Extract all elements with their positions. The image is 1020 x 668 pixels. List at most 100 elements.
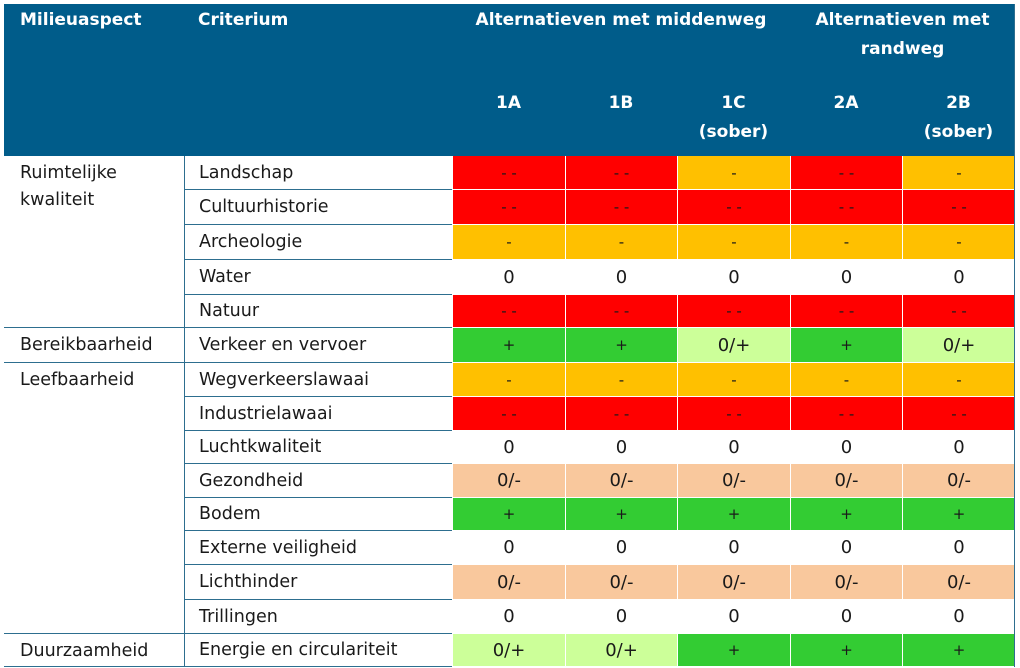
header-milieuaspect-label: Milieuaspect bbox=[20, 10, 142, 30]
score-cell: 0/- bbox=[790, 464, 902, 498]
score-cell: + bbox=[902, 634, 1015, 667]
score-value: 0 bbox=[615, 436, 628, 458]
criterium-cell: Luchtkwaliteit bbox=[184, 431, 452, 464]
criterium-label: Water bbox=[199, 267, 251, 287]
table-header-band bbox=[4, 4, 1015, 156]
score-value: 0 bbox=[728, 537, 740, 558]
score-value: - bbox=[843, 233, 850, 251]
criterium-label: Externe veiligheid bbox=[199, 537, 357, 558]
score-value: - bbox=[956, 233, 962, 251]
criterium-cell: Cultuurhistorie bbox=[184, 190, 452, 225]
score-cell: 0 bbox=[902, 531, 1015, 565]
score-cell: - bbox=[677, 363, 790, 397]
score-value: - - bbox=[838, 163, 855, 182]
criterium-label: Bodem bbox=[199, 504, 261, 524]
score-cell: - - bbox=[452, 156, 565, 190]
criterium-cell: Trillingen bbox=[184, 600, 452, 634]
header-milieuaspect: Milieuaspect bbox=[4, 6, 184, 36]
criterium-label: Lichthinder bbox=[199, 572, 298, 592]
score-cell: - - bbox=[902, 295, 1015, 328]
score-cell: - - bbox=[565, 156, 677, 190]
aspect-cell: Ruimtelijke kwaliteit bbox=[4, 156, 184, 328]
score-value: 0/- bbox=[834, 470, 859, 491]
score-value: - bbox=[731, 233, 737, 251]
alternative-code: 1B bbox=[608, 93, 634, 113]
score-value: 0/- bbox=[609, 571, 634, 593]
score-value: 0/- bbox=[496, 571, 521, 593]
score-value: 0 bbox=[953, 606, 965, 627]
score-cell: 0 bbox=[790, 260, 902, 295]
score-cell: 0/- bbox=[790, 565, 902, 600]
score-value: - bbox=[506, 370, 512, 389]
score-value: + bbox=[727, 505, 741, 523]
aspect-label: Ruimtelijke bbox=[20, 163, 117, 183]
score-cell: 0 bbox=[452, 260, 565, 295]
alternative-code: 2A bbox=[833, 93, 859, 113]
score-cell: - bbox=[677, 156, 790, 190]
score-cell: 0/+ bbox=[902, 328, 1015, 363]
header-alternative-1b: 1B bbox=[565, 89, 677, 153]
score-cell: 0 bbox=[452, 600, 565, 634]
criterium-label: Natuur bbox=[199, 301, 260, 321]
score-value: - bbox=[618, 233, 625, 251]
score-cell: - - bbox=[452, 295, 565, 328]
score-cell: 0 bbox=[902, 431, 1015, 464]
header-group-middenweg: Alternatieven met middenweg bbox=[452, 6, 790, 36]
score-value: + bbox=[840, 336, 853, 354]
score-cell: + bbox=[452, 498, 565, 531]
score-cell: 0 bbox=[565, 260, 677, 295]
score-cell: - bbox=[790, 363, 902, 397]
header-alternative-2b: 2B (sober) bbox=[902, 89, 1015, 153]
alternative-subtitle: (sober) bbox=[698, 122, 769, 142]
score-value: 0 bbox=[503, 266, 515, 288]
score-value: + bbox=[952, 505, 966, 523]
aspect-label: Duurzaamheid bbox=[20, 641, 149, 661]
score-cell: - - bbox=[677, 190, 790, 225]
score-cell: - - bbox=[452, 397, 565, 431]
criterium-cell: Verkeer en vervoer bbox=[184, 328, 452, 363]
criterium-cell: Landschap bbox=[184, 156, 452, 190]
score-cell: - bbox=[677, 225, 790, 260]
score-value: - bbox=[731, 370, 737, 389]
score-cell: - - bbox=[790, 190, 902, 225]
criterium-label: Landschap bbox=[199, 162, 294, 183]
aspect-label: kwaliteit bbox=[20, 190, 95, 210]
aspect-cell: Leefbaarheid bbox=[4, 363, 184, 634]
header-criterium: Criterium bbox=[184, 6, 452, 36]
score-cell: 0/- bbox=[902, 565, 1015, 600]
header-group-randweg: Alternatieven met randweg bbox=[790, 6, 1015, 66]
aspect-cell: Duurzaamheid bbox=[4, 634, 184, 667]
score-value: 0 bbox=[953, 436, 965, 458]
score-value: - - bbox=[838, 302, 855, 320]
score-value: 0/+ bbox=[605, 639, 638, 661]
score-value: 0 bbox=[728, 436, 740, 458]
aspect-label: Leefbaarheid bbox=[20, 370, 135, 390]
alternative-code: 1C bbox=[721, 93, 746, 113]
score-value: - bbox=[956, 163, 962, 182]
score-value: 0 bbox=[615, 266, 628, 288]
score-value: + bbox=[615, 505, 628, 523]
score-cell: 0/- bbox=[452, 464, 565, 498]
criterium-label: Cultuurhistorie bbox=[199, 197, 329, 217]
score-value: 0 bbox=[503, 537, 515, 558]
score-cell: - bbox=[790, 225, 902, 260]
score-value: + bbox=[840, 641, 853, 659]
score-cell: + bbox=[677, 634, 790, 667]
score-value: - bbox=[731, 163, 737, 182]
score-value: - - bbox=[501, 163, 517, 182]
score-value: + bbox=[615, 336, 628, 354]
score-cell: 0 bbox=[452, 531, 565, 565]
criterium-cell: Natuur bbox=[184, 295, 452, 328]
criterium-cell: Bodem bbox=[184, 498, 452, 531]
score-cell: 0/- bbox=[677, 565, 790, 600]
criterium-cell: Lichthinder bbox=[184, 565, 452, 600]
score-cell: 0 bbox=[565, 600, 677, 634]
score-value: 0/+ bbox=[942, 334, 976, 356]
score-value: 0/- bbox=[721, 470, 746, 491]
score-cell: - - bbox=[452, 190, 565, 225]
score-value: - - bbox=[501, 302, 517, 320]
score-cell: - bbox=[565, 225, 677, 260]
score-cell: - bbox=[452, 225, 565, 260]
score-cell: 0 bbox=[790, 600, 902, 634]
score-cell: - - bbox=[902, 190, 1015, 225]
